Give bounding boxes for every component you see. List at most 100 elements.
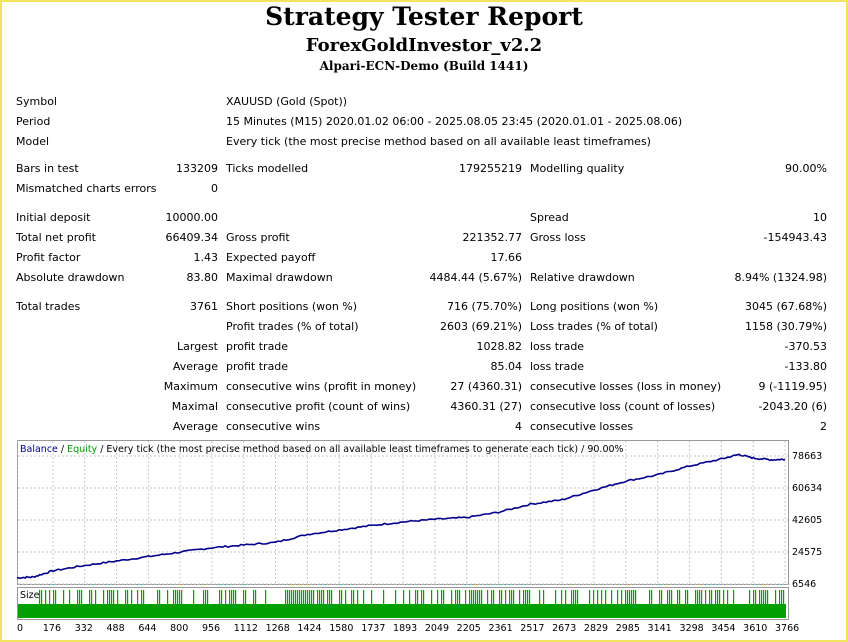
- size-bar: [511, 590, 513, 604]
- size-bar: [339, 590, 341, 604]
- size-bar: [617, 590, 619, 604]
- size-bar: [127, 590, 129, 604]
- x-tick-label: 1737: [361, 623, 386, 634]
- size-bar: [501, 590, 503, 604]
- size-bar: [289, 590, 291, 604]
- size-bar: [685, 590, 687, 604]
- reldd-value: 8.94% (1324.98): [734, 271, 827, 284]
- size-bar: [243, 590, 245, 604]
- largest-label: Largest: [177, 340, 218, 353]
- size-bar: [523, 590, 525, 604]
- maxl-closs-value: -2043.20 (6): [758, 400, 827, 413]
- size-bar: [329, 590, 331, 604]
- size-bar: [573, 590, 575, 604]
- average-ltrade-label: loss trade: [530, 360, 585, 373]
- size-bar: [701, 590, 703, 604]
- size-bar: [131, 590, 133, 604]
- x-tick-label: 2205: [456, 623, 481, 634]
- maxl-cprofit-value: 4360.31 (27): [450, 400, 522, 413]
- size-bar: [159, 590, 161, 604]
- size-bar: [529, 590, 531, 604]
- size-bar: [441, 590, 443, 604]
- size-bar: [469, 590, 471, 604]
- long-label: Long positions (won %): [530, 300, 659, 313]
- size-bar: [759, 590, 761, 604]
- x-tick-label: 0: [17, 623, 24, 634]
- size-bar: [601, 590, 603, 604]
- bars-label: Bars in test: [16, 162, 79, 175]
- size-bar: [505, 590, 507, 604]
- ticks-label: Ticks modelled: [226, 162, 309, 175]
- size-bar: [205, 590, 207, 604]
- period-value: 15 Minutes (M15) 2020.01.02 06:00 - 2025…: [226, 115, 683, 128]
- server-build: Alpari-ECN-Demo (Build 1441): [319, 59, 529, 73]
- size-bar: [733, 590, 735, 604]
- expert-name: ForexGoldInvestor_v2.2: [305, 35, 543, 56]
- size-bar: [651, 590, 653, 604]
- size-bar: [661, 590, 663, 604]
- size-bar: [767, 590, 769, 604]
- largest-ptrade-label: profit trade: [226, 340, 289, 353]
- average-ltrade-value: -133.80: [784, 360, 827, 373]
- size-bar: [417, 590, 419, 604]
- average-ptrade-value: 85.04: [490, 360, 523, 373]
- size-bar: [723, 590, 725, 604]
- x-tick-label: 1268: [265, 623, 290, 634]
- average-label: Average: [172, 360, 218, 373]
- payoff-value: 17.66: [490, 251, 523, 264]
- max-cwins-label: consecutive wins (profit in money): [226, 380, 417, 393]
- ptrades-label: Profit trades (% of total): [226, 320, 359, 333]
- x-tick-label: 3298: [679, 623, 704, 634]
- size-bar: [309, 590, 311, 604]
- long-value: 3045 (67.68%): [744, 300, 827, 313]
- size-bar: [175, 590, 177, 604]
- size-bar: [323, 590, 325, 604]
- size-bar: [487, 590, 489, 604]
- model-value: Every tick (the most precise method base…: [226, 135, 651, 148]
- size-bar: [179, 590, 181, 604]
- size-bar: [493, 590, 495, 604]
- size-bar: [687, 590, 689, 604]
- size-bar: [543, 590, 545, 604]
- ltrades-value: 1158 (30.79%): [744, 320, 827, 333]
- size-bar: [669, 590, 671, 604]
- grossloss-value: -154943.43: [763, 231, 827, 244]
- size-bar: [475, 590, 477, 604]
- size-bar: [755, 590, 757, 604]
- bars-value: 133209: [176, 162, 218, 175]
- x-tick-label: 488: [106, 623, 125, 634]
- size-bar: [509, 590, 511, 604]
- size-bar: [437, 590, 439, 604]
- size-bar: [627, 590, 629, 604]
- size-bar: [77, 590, 79, 604]
- size-bar: [39, 590, 41, 604]
- size-bar: [715, 590, 717, 604]
- spread-value: 10: [813, 211, 827, 224]
- size-bar: [471, 590, 473, 604]
- size-bar: [291, 590, 293, 604]
- size-bar: [765, 590, 767, 604]
- size-bar: [513, 590, 515, 604]
- size-bar: [561, 590, 563, 604]
- balance-line: [17, 453, 786, 580]
- size-bar: [89, 590, 91, 604]
- x-tick-label: 2361: [488, 623, 513, 634]
- size-bar: [421, 590, 423, 604]
- legend-description: / Every tick (the most precise method ba…: [97, 444, 624, 455]
- spread-label: Spread: [530, 211, 569, 224]
- x-tick-label: 2985: [615, 623, 640, 634]
- model-label: Model: [16, 135, 50, 148]
- size-bar: [345, 590, 347, 604]
- size-bar: [233, 590, 235, 604]
- deposit-value: 10000.00: [165, 211, 219, 224]
- avg-closs-label: consecutive losses: [530, 420, 634, 433]
- quality-value: 90.00%: [785, 162, 827, 175]
- short-label: Short positions (won %): [226, 300, 358, 313]
- size-bar: [629, 590, 631, 604]
- size-bar: [697, 590, 699, 604]
- x-tick-label: 3454: [711, 623, 736, 634]
- x-tick-label: 3610: [743, 623, 768, 634]
- size-bar: [41, 590, 43, 604]
- size-bar: [157, 590, 159, 604]
